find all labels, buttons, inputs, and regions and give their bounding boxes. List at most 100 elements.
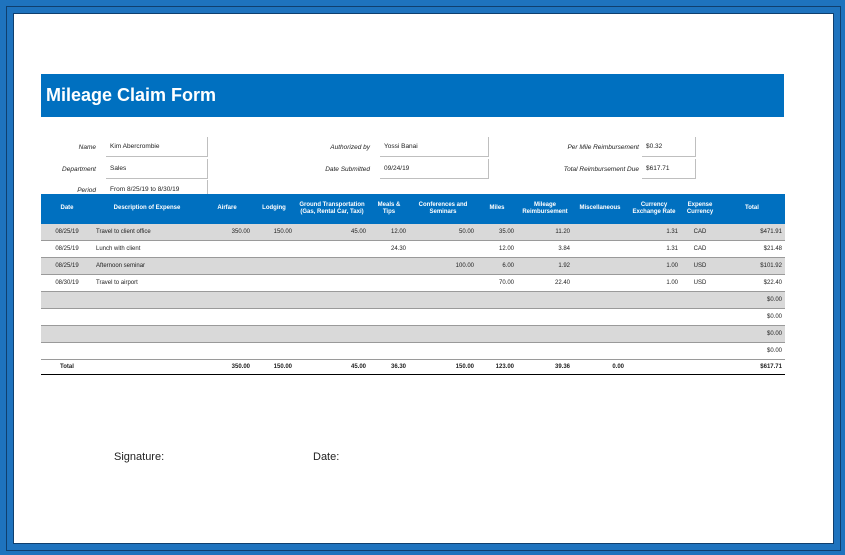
- cell-description[interactable]: [93, 291, 201, 309]
- cell-miscellaneous[interactable]: [573, 291, 627, 309]
- cell-airfare[interactable]: [201, 257, 253, 275]
- cell-miles[interactable]: [477, 308, 517, 326]
- cell-exchange-rate[interactable]: 1.31: [627, 224, 681, 241]
- cell-conferences[interactable]: [409, 325, 477, 343]
- cell-conferences[interactable]: [409, 274, 477, 292]
- cell-lodging[interactable]: [253, 342, 295, 360]
- cell-conferences[interactable]: [409, 342, 477, 360]
- cell-exchange-rate[interactable]: [627, 325, 681, 343]
- cell-date[interactable]: 08/30/19: [41, 274, 93, 292]
- cell-ground-transportation[interactable]: [295, 274, 369, 292]
- cell-airfare[interactable]: [201, 240, 253, 258]
- cell-conferences[interactable]: 100.00: [409, 257, 477, 275]
- cell-lodging[interactable]: [253, 308, 295, 326]
- authorized-by-field[interactable]: Yossi Banai: [380, 137, 489, 157]
- cell-meals-tips[interactable]: [369, 325, 409, 343]
- cell-conferences[interactable]: 50.00: [409, 224, 477, 241]
- cell-lodging[interactable]: [253, 291, 295, 309]
- cell-exchange-rate[interactable]: 1.00: [627, 257, 681, 275]
- cell-exchange-rate[interactable]: 1.00: [627, 274, 681, 292]
- department-label: Department: [62, 166, 96, 173]
- cell-ground-transportation[interactable]: 45.00: [295, 224, 369, 241]
- cell-ground-transportation[interactable]: [295, 325, 369, 343]
- cell-currency[interactable]: USD: [681, 257, 719, 275]
- cell-exchange-rate[interactable]: [627, 308, 681, 326]
- total-airfare: 350.00: [201, 359, 253, 375]
- cell-ground-transportation[interactable]: [295, 257, 369, 275]
- cell-currency[interactable]: [681, 325, 719, 343]
- cell-ground-transportation[interactable]: [295, 240, 369, 258]
- cell-description[interactable]: Afternoon seminar: [93, 257, 201, 275]
- cell-currency[interactable]: [681, 342, 719, 360]
- cell-airfare[interactable]: [201, 274, 253, 292]
- cell-exchange-rate[interactable]: [627, 291, 681, 309]
- cell-date[interactable]: [41, 308, 93, 326]
- cell-description[interactable]: Travel to airport: [93, 274, 201, 292]
- cell-exchange-rate[interactable]: [627, 342, 681, 360]
- cell-miscellaneous[interactable]: [573, 308, 627, 326]
- cell-meals-tips[interactable]: [369, 308, 409, 326]
- cell-miscellaneous[interactable]: [573, 342, 627, 360]
- cell-meals-tips[interactable]: [369, 291, 409, 309]
- cell-date[interactable]: 08/25/19: [41, 240, 93, 258]
- cell-meals-tips[interactable]: [369, 257, 409, 275]
- cell-exchange-rate[interactable]: 1.31: [627, 240, 681, 258]
- cell-description[interactable]: Lunch with client: [93, 240, 201, 258]
- cell-miles[interactable]: [477, 291, 517, 309]
- cell-date[interactable]: [41, 325, 93, 343]
- cell-date[interactable]: [41, 342, 93, 360]
- cell-date[interactable]: 08/25/19: [41, 224, 93, 241]
- cell-currency[interactable]: CAD: [681, 224, 719, 241]
- total-conferences: 150.00: [409, 359, 477, 375]
- cell-meals-tips[interactable]: [369, 274, 409, 292]
- cell-airfare[interactable]: 350.00: [201, 224, 253, 241]
- cell-currency[interactable]: CAD: [681, 240, 719, 258]
- cell-lodging[interactable]: [253, 325, 295, 343]
- cell-miscellaneous[interactable]: [573, 240, 627, 258]
- cell-meals-tips[interactable]: [369, 342, 409, 360]
- name-field[interactable]: Kim Abercrombie: [106, 137, 208, 157]
- cell-description[interactable]: Travel to client office: [93, 224, 201, 241]
- cell-currency[interactable]: USD: [681, 274, 719, 292]
- cell-miles[interactable]: 6.00: [477, 257, 517, 275]
- cell-ground-transportation[interactable]: [295, 342, 369, 360]
- cell-airfare[interactable]: [201, 308, 253, 326]
- per-mile-field[interactable]: $0.32: [642, 137, 696, 157]
- cell-airfare[interactable]: [201, 291, 253, 309]
- cell-miles[interactable]: [477, 325, 517, 343]
- date-submitted-field[interactable]: 09/24/19: [380, 159, 489, 179]
- cell-airfare[interactable]: [201, 342, 253, 360]
- table-row: 08/25/19 Afternoon seminar 100.00 6.00 1…: [41, 257, 785, 275]
- cell-currency[interactable]: [681, 291, 719, 309]
- cell-ground-transportation[interactable]: [295, 291, 369, 309]
- cell-currency[interactable]: [681, 308, 719, 326]
- cell-miscellaneous[interactable]: [573, 274, 627, 292]
- cell-description[interactable]: [93, 325, 201, 343]
- cell-ground-transportation[interactable]: [295, 308, 369, 326]
- department-field[interactable]: Sales: [106, 159, 208, 179]
- authorized-by-label: Authorized by: [330, 144, 370, 151]
- cell-miles[interactable]: 12.00: [477, 240, 517, 258]
- cell-miles[interactable]: [477, 342, 517, 360]
- cell-lodging[interactable]: [253, 274, 295, 292]
- cell-miles[interactable]: 70.00: [477, 274, 517, 292]
- cell-meals-tips[interactable]: 12.00: [369, 224, 409, 241]
- cell-date[interactable]: [41, 291, 93, 309]
- cell-mileage-reimbursement: [517, 308, 573, 326]
- cell-conferences[interactable]: [409, 291, 477, 309]
- cell-miscellaneous[interactable]: [573, 224, 627, 241]
- cell-miscellaneous[interactable]: [573, 257, 627, 275]
- cell-lodging[interactable]: [253, 240, 295, 258]
- cell-date[interactable]: 08/25/19: [41, 257, 93, 275]
- cell-description[interactable]: [93, 342, 201, 360]
- cell-miles[interactable]: 35.00: [477, 224, 517, 241]
- cell-meals-tips[interactable]: 24.30: [369, 240, 409, 258]
- cell-description[interactable]: [93, 308, 201, 326]
- cell-conferences[interactable]: [409, 308, 477, 326]
- cell-miscellaneous[interactable]: [573, 325, 627, 343]
- cell-lodging[interactable]: 150.00: [253, 224, 295, 241]
- cell-conferences[interactable]: [409, 240, 477, 258]
- table-row: 08/25/19 Travel to client office 350.00 …: [41, 224, 785, 241]
- cell-lodging[interactable]: [253, 257, 295, 275]
- cell-airfare[interactable]: [201, 325, 253, 343]
